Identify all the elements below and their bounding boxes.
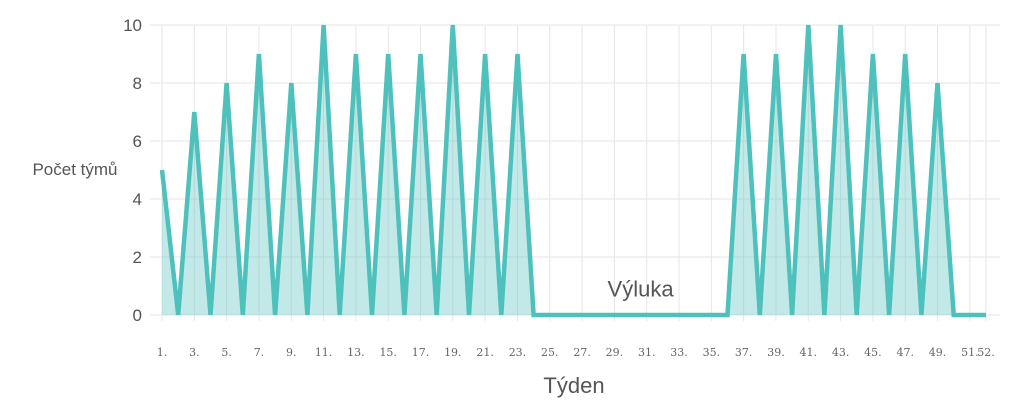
y-tick-label: 2 — [133, 248, 142, 267]
x-tick-label: 17. — [412, 346, 430, 359]
y-tick-label: 10 — [123, 16, 142, 35]
x-tick-label: 3. — [189, 346, 200, 359]
annotation-vyluka: Výluka — [608, 277, 675, 302]
y-axis: 0 2 4 6 8 10 — [123, 16, 142, 325]
y-axis-title: Počet týmů — [32, 160, 117, 179]
x-tick-label: 29. — [606, 346, 624, 359]
x-tick-label: 33. — [670, 346, 688, 359]
x-tick-label: 1. — [157, 346, 168, 359]
x-axis: 1. 3. 5. 7. 9. 11. 13. 15. 17. 19. 21. 23. 25. 27. 29.… — [157, 346, 995, 359]
x-tick-label: 11. — [315, 346, 333, 359]
x-tick-label: 21. — [476, 346, 494, 359]
x-tick-label: 37. — [735, 346, 753, 359]
y-tick-label: 4 — [133, 190, 142, 209]
x-tick-label: 35. — [703, 346, 721, 359]
x-tick-label: 39. — [767, 346, 785, 359]
x-tick-label: 52. — [977, 346, 995, 359]
x-tick-label: 51. — [961, 346, 979, 359]
x-tick-label: 47. — [896, 346, 914, 359]
x-tick-label: 9. — [286, 346, 297, 359]
series-line — [159, 24, 986, 318]
x-tick-label: 25. — [541, 346, 559, 359]
x-tick-label: 5. — [221, 346, 232, 359]
x-tick-label: 15. — [379, 346, 397, 359]
series-line-layer — [159, 24, 986, 318]
x-tick-label: 43. — [832, 346, 850, 359]
series-area — [162, 25, 986, 315]
y-tick-label: 0 — [133, 306, 142, 325]
x-tick-label: 7. — [254, 346, 265, 359]
x-axis-title: Týden — [543, 373, 604, 398]
area-fill-layer — [162, 25, 986, 315]
x-tick-label: 13. — [347, 346, 365, 359]
x-tick-label: 41. — [800, 346, 818, 359]
y-tick-label: 6 — [133, 132, 142, 151]
x-tick-label: 23. — [509, 346, 527, 359]
x-tick-label: 45. — [864, 346, 882, 359]
x-tick-label: 27. — [573, 346, 591, 359]
x-tick-label: 31. — [638, 346, 656, 359]
x-tick-label: 49. — [929, 346, 947, 359]
y-tick-label: 8 — [133, 74, 142, 93]
x-tick-label: 19. — [444, 346, 462, 359]
